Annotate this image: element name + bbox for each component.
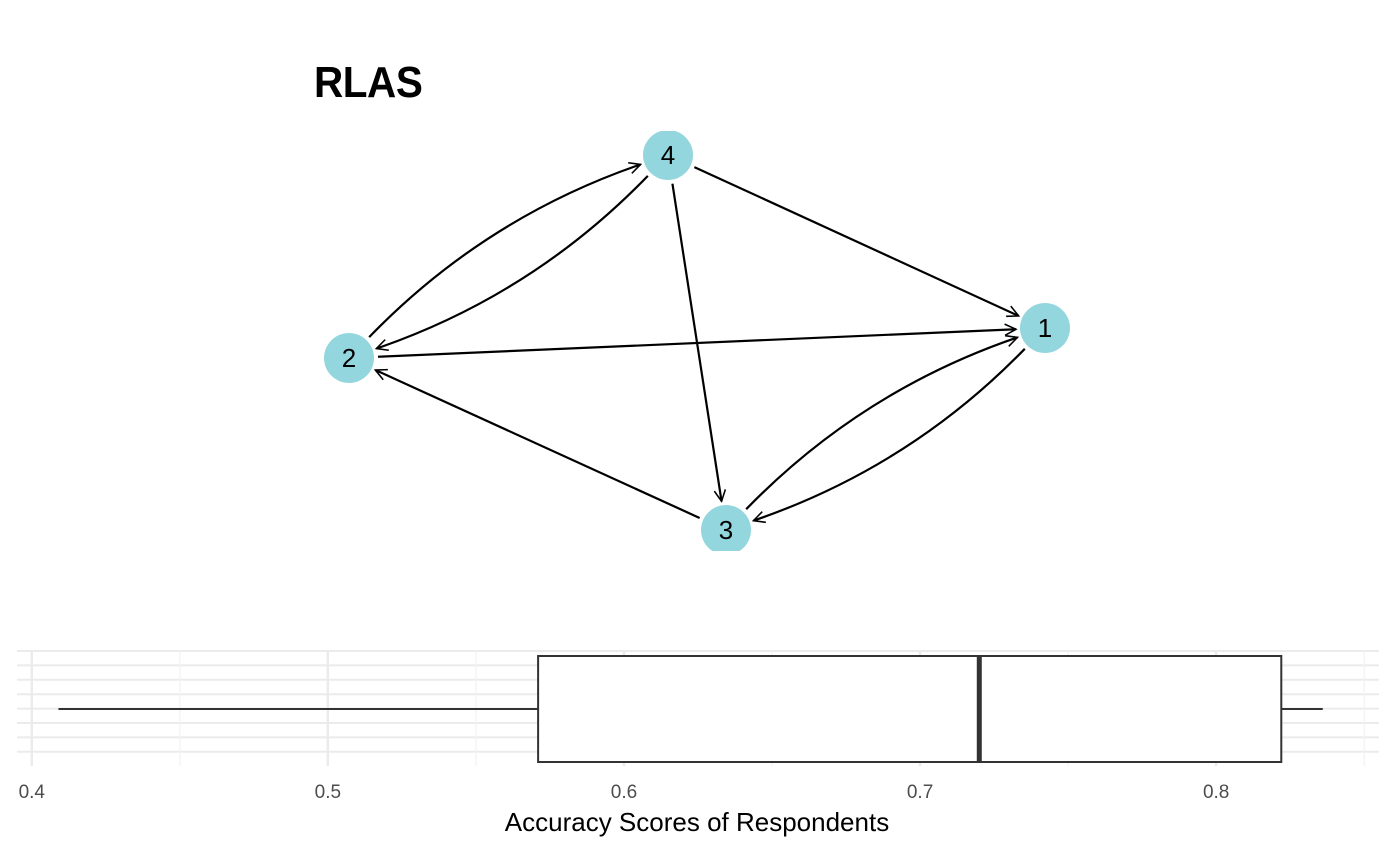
box-iqr	[537, 655, 1283, 763]
network-graph: 1 2 3 4	[324, 131, 1070, 551]
x-axis-title: Accuracy Scores of Respondents	[505, 807, 889, 837]
edge-2-to-1	[377, 329, 1016, 358]
edge-3-to-2	[375, 370, 701, 519]
node-1-circle	[1020, 303, 1070, 353]
edge-2-to-4	[368, 164, 640, 338]
edge-4-to-1	[693, 166, 1018, 316]
x-tick-label: 0.7	[907, 782, 933, 803]
edge-4-to-2	[376, 175, 649, 349]
node-2: 2	[324, 333, 374, 383]
grid-layer	[17, 650, 1379, 766]
edge-3-to-1	[745, 337, 1017, 510]
network-title: RLAS	[314, 58, 423, 107]
x-tick-label: 0.8	[1203, 782, 1229, 803]
node-2-label: 2	[342, 343, 356, 373]
node-1-label: 1	[1038, 313, 1052, 343]
node-3: 3	[701, 505, 751, 551]
x-tick-label: 0.5	[315, 782, 341, 803]
node-2-circle	[324, 333, 374, 383]
node-4-circle	[643, 131, 693, 180]
nodes-layer: 1 2 3 4	[324, 131, 1070, 551]
edge-1-to-3	[753, 348, 1026, 521]
node-1: 1	[1020, 303, 1070, 353]
tick-layer: 0.4 0.5 0.6 0.7 0.8	[19, 782, 1230, 803]
node-4-label: 4	[661, 140, 675, 170]
x-tick-label: 0.4	[19, 782, 46, 803]
edges-layer	[368, 164, 1026, 521]
node-4: 4	[643, 131, 693, 180]
box-layer	[58, 655, 1323, 763]
node-3-circle	[701, 505, 751, 551]
node-3-label: 3	[719, 515, 733, 545]
x-tick-label: 0.6	[611, 782, 637, 803]
